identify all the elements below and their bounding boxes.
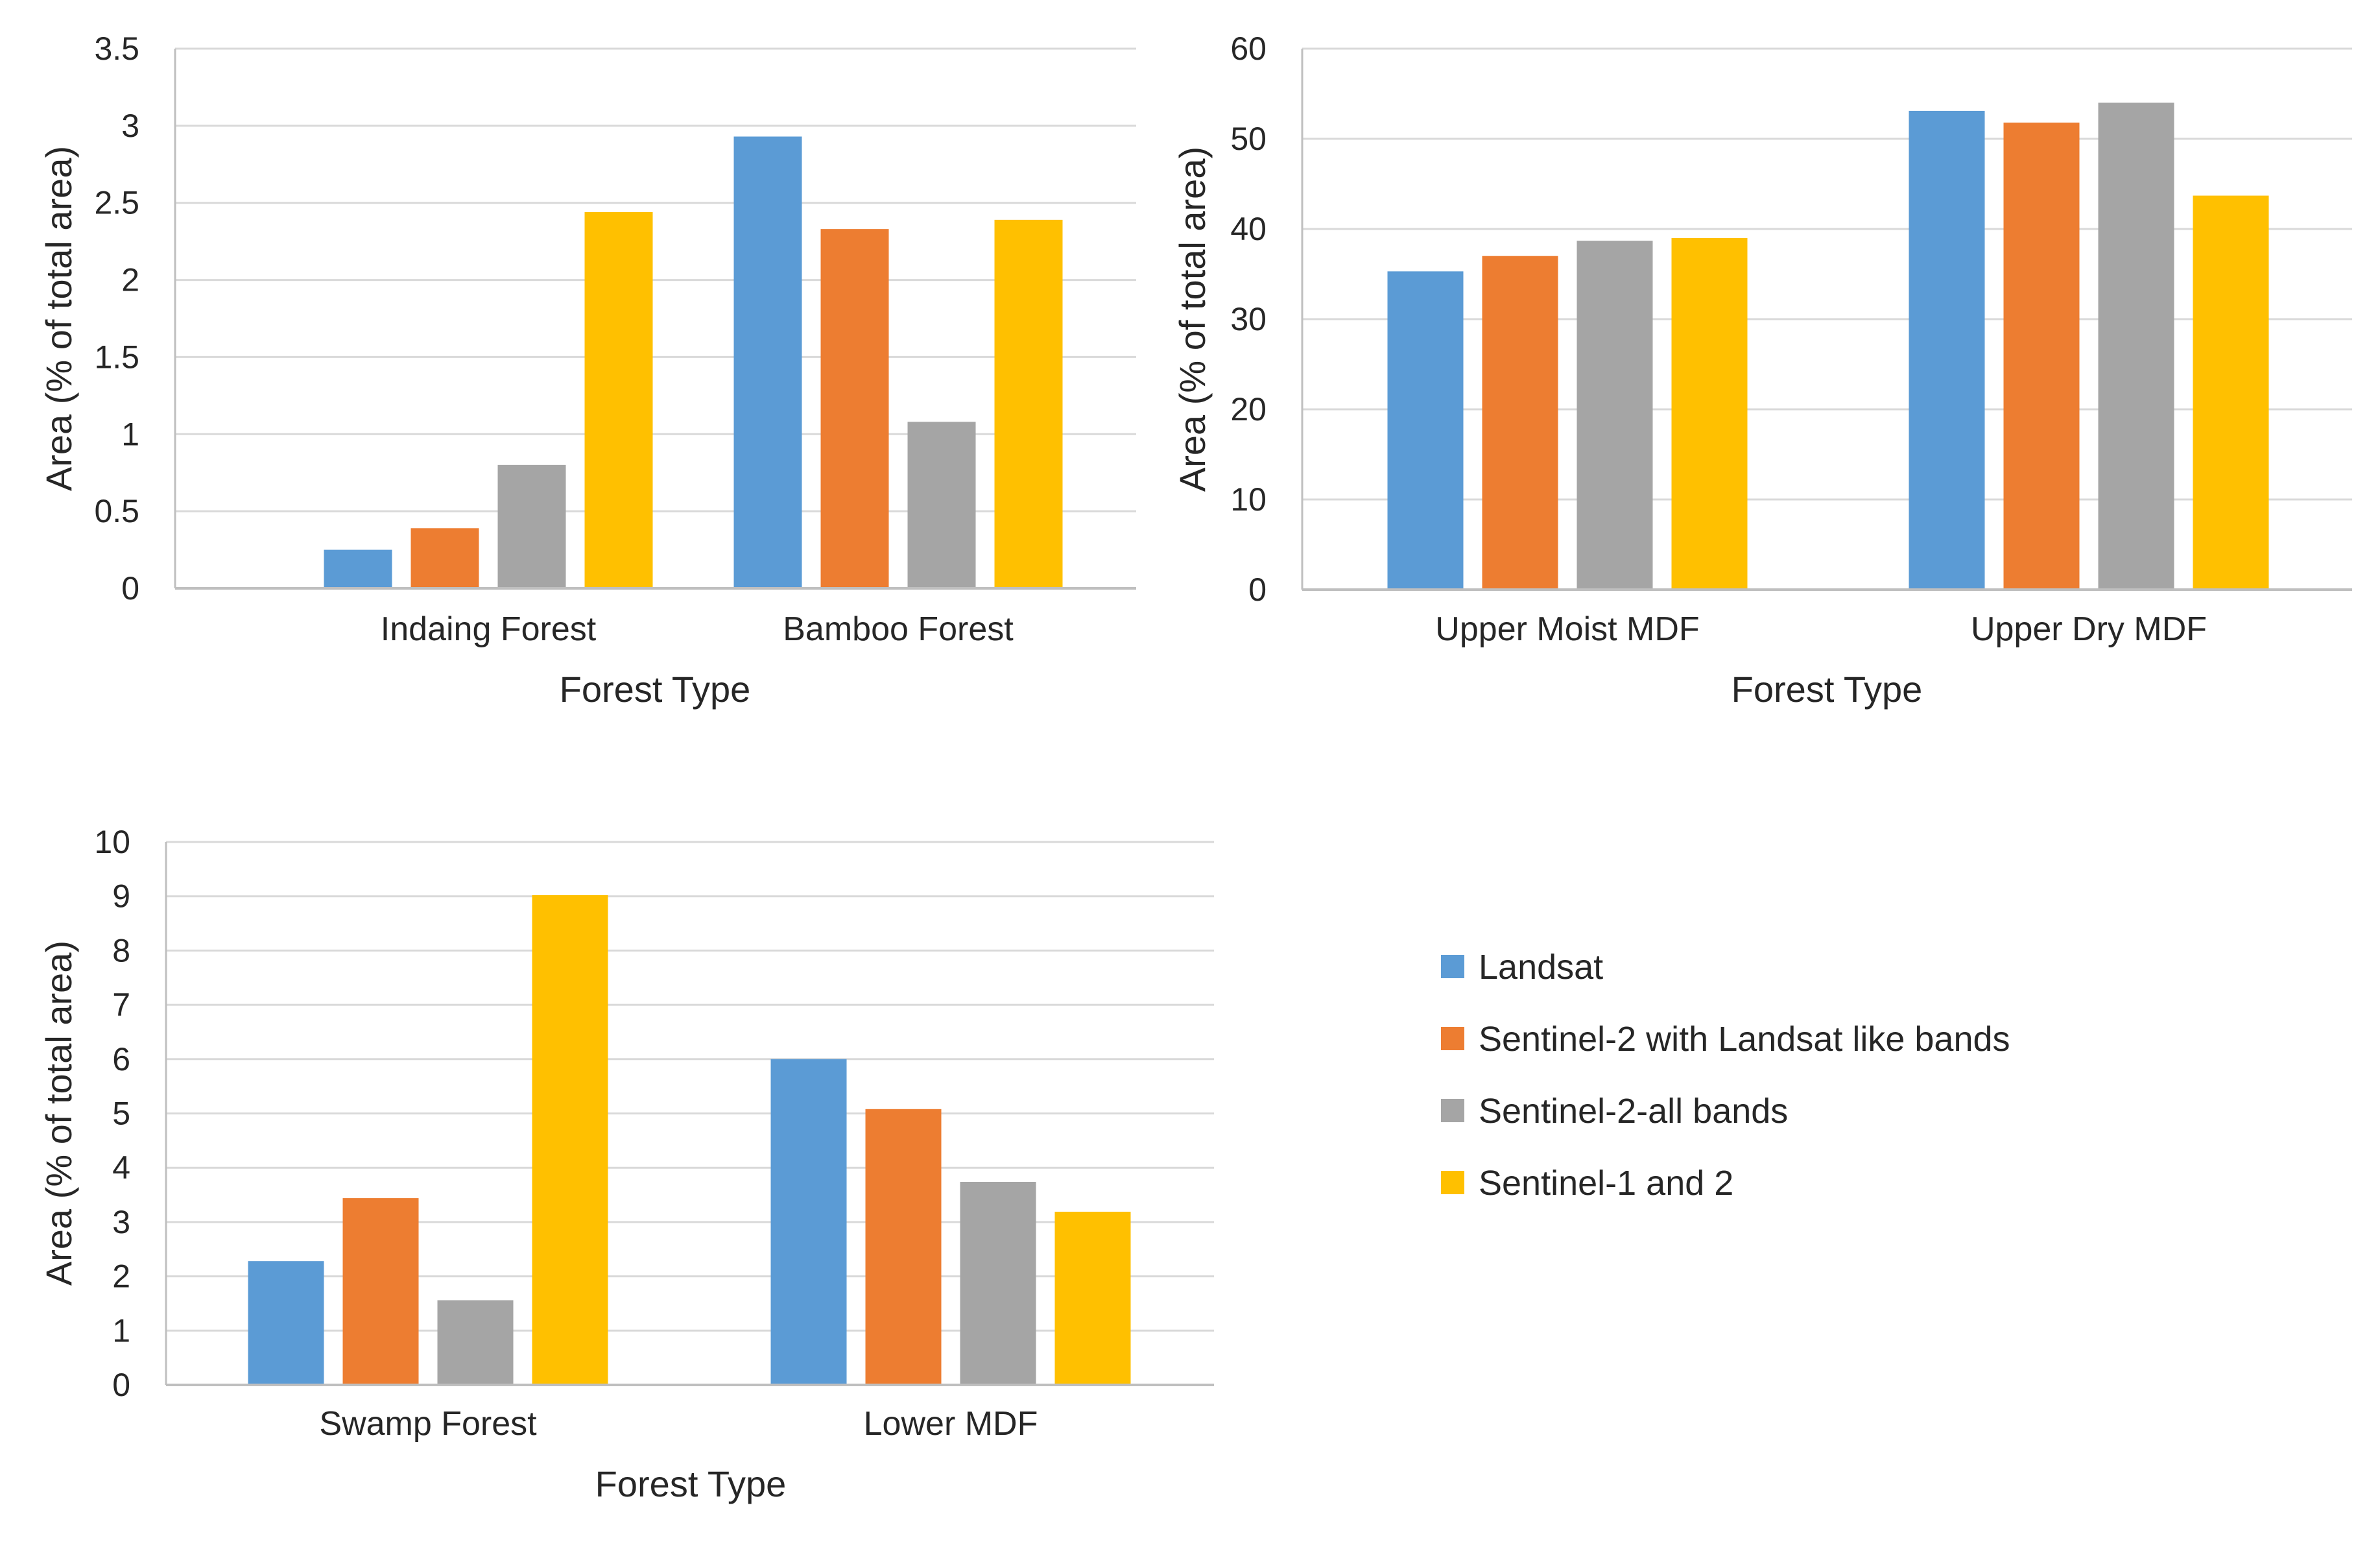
y-tick-label: 3.5 [94,30,139,67]
bar-indaing-forest-sentinel-2-all-bands [497,464,566,588]
legend-label-sentinel-1-and-2: Sentinel-1 and 2 [1479,1164,1733,1203]
y-tick-label: 60 [1230,30,1267,67]
y-tick-label: 0 [1248,571,1267,608]
y-axis-title: Area (% of total area) [38,146,79,491]
bar-indaing-forest-sentinel-2-with-landsat-like-bands [411,528,479,588]
bar-bamboo-forest-sentinel-2-with-landsat-like-bands [820,229,889,588]
x-category-label: Lower MDF [864,1405,1038,1443]
x-axis-title: Forest Type [595,1463,787,1504]
chart-bottom-left: 0 1 2 3 4 5 6 7 8 9 10 Swamp Forest Lower MDF Forest … [38,824,1214,1504]
y-tick-label: 2.5 [94,185,139,221]
bar-indaing-forest-landsat [324,549,392,588]
legend-swatch-sentinel-2-all-bands [1441,1099,1464,1122]
bar-upper-moist-mdf-sentinel-1-and-2 [1671,237,1748,590]
bar-upper-dry-mdf-sentinel-1-and-2 [2193,195,2269,590]
bar-upper-dry-mdf-landsat [1909,110,1985,590]
bar-lower-mdf-sentinel-1-and-2 [1054,1211,1131,1385]
bar-swamp-forest-sentinel-1-and-2 [532,895,608,1385]
bar-swamp-forest-sentinel-2-with-landsat-like-bands [342,1198,419,1385]
legend-swatch-sentinel-2-with-landsat-like-bands [1441,1027,1464,1050]
y-tick-label: 10 [1230,481,1267,518]
y-tick-label: 30 [1230,301,1267,337]
y-tick-label: 10 [94,824,130,860]
y-tick-label: 0 [121,570,139,607]
y-tick-label: 1.5 [94,339,139,375]
y-tick-label: 20 [1230,391,1267,427]
legend-label-landsat: Landsat [1479,948,1603,987]
legend-swatch-landsat [1441,955,1464,978]
x-category-label: Upper Moist MDF [1435,610,1699,648]
bar-bamboo-forest-sentinel-1-and-2 [994,219,1063,588]
x-category-label: Upper Dry MDF [1971,610,2207,648]
legend-label-sentinel-2-with-landsat-like-bands: Sentinel-2 with Landsat like bands [1479,1020,2010,1059]
bar-bamboo-forest-landsat [733,136,802,589]
bar-indaing-forest-sentinel-1-and-2 [584,211,653,588]
bar-lower-mdf-sentinel-2-all-bands [960,1181,1036,1385]
y-tick-label: 4 [112,1149,130,1186]
bar-swamp-forest-landsat [248,1261,324,1385]
y-axis-title: Area (% of total area) [1172,147,1213,492]
bar-lower-mdf-sentinel-2-with-landsat-like-bands [865,1109,942,1385]
x-category-label: Swamp Forest [319,1405,537,1443]
y-tick-label: 8 [112,932,130,968]
bar-upper-moist-mdf-sentinel-2-all-bands [1577,241,1653,590]
x-category-label: Bamboo Forest [783,610,1014,648]
bar-lower-mdf-landsat [770,1059,847,1385]
legend-label-sentinel-2-all-bands: Sentinel-2-all bands [1479,1092,1788,1131]
bar-upper-moist-mdf-landsat [1387,271,1464,590]
bar-upper-moist-mdf-sentinel-2-with-landsat-like-bands [1482,256,1558,590]
x-axis-title: Forest Type [1731,669,1923,710]
legend: Landsat Sentinel-2 with Landsat like band… [1441,948,2010,1203]
y-tick-label: 2 [121,262,139,298]
y-tick-label: 40 [1230,211,1267,247]
y-tick-label: 0.5 [94,493,139,529]
y-tick-label: 1 [121,416,139,452]
bar-bamboo-forest-sentinel-2-all-bands [907,422,976,588]
y-tick-label: 2 [112,1258,130,1295]
y-tick-label: 0 [112,1367,130,1403]
y-tick-label: 9 [112,878,130,915]
y-tick-label: 3 [121,108,139,144]
y-tick-label: 50 [1230,121,1267,157]
x-category-label: Indaing Forest [381,610,597,648]
y-tick-label: 6 [112,1041,130,1077]
y-tick-label: 3 [112,1204,130,1240]
chart-top-left: 0 0.5 1 1.5 2 2.5 3 3.5 Indaing Forest Bamboo For… [38,30,1136,710]
y-tick-label: 7 [112,987,130,1023]
bar-upper-dry-mdf-sentinel-2-all-bands [2098,102,2174,590]
y-axis-title: Area (% of total area) [38,941,79,1286]
chart-top-right: 0 10 20 30 40 50 60 Upper Moist MDF Upper Dry MD… [1172,30,2352,710]
x-axis-title: Forest Type [560,669,751,710]
legend-swatch-sentinel-1-and-2 [1441,1171,1464,1194]
y-tick-label: 5 [112,1096,130,1132]
y-tick-label: 1 [112,1312,130,1349]
bar-swamp-forest-sentinel-2-all-bands [437,1300,514,1385]
bar-upper-dry-mdf-sentinel-2-with-landsat-like-bands [2003,122,2080,590]
